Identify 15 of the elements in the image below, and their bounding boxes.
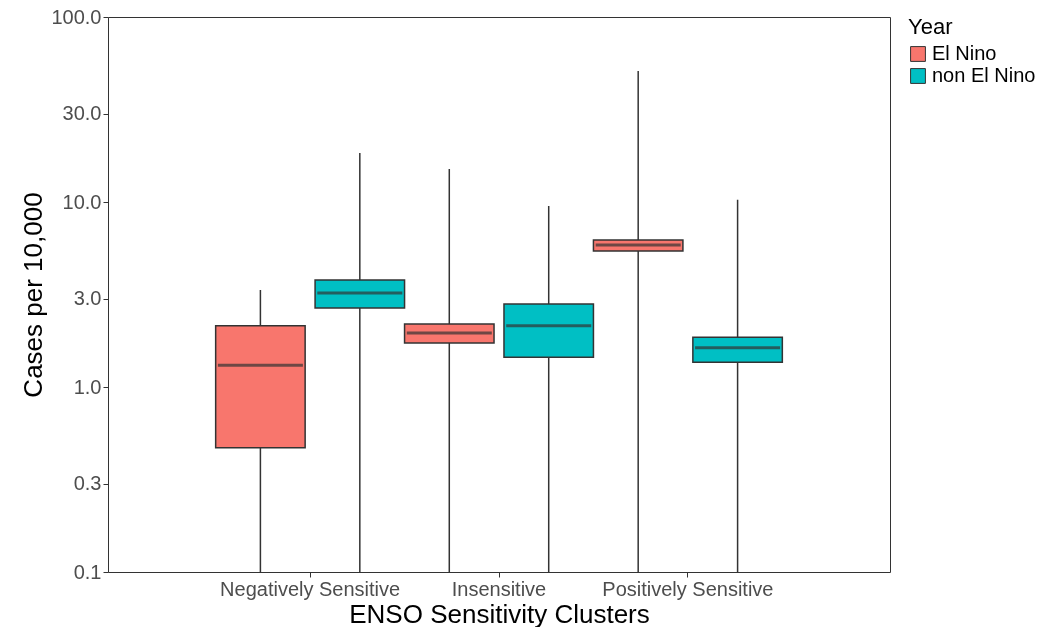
y-tick-label: 10.0 xyxy=(62,190,102,213)
y-tick-label: 100.0 xyxy=(51,5,102,28)
y-tick-label: 1.0 xyxy=(73,375,102,398)
y-tick-label: 3.0 xyxy=(73,287,102,310)
x-tick-label: Insensitive xyxy=(451,577,547,600)
legend-label: El Nino xyxy=(932,42,997,64)
y-tick-label: 0.1 xyxy=(73,560,102,583)
y-axis-title: Cases per 10,000 xyxy=(18,192,49,398)
y-tick-label: 0.3 xyxy=(73,472,102,495)
legend-label: non El Nino xyxy=(932,64,1036,86)
y-tick-label: 30.0 xyxy=(62,102,102,125)
x-tick-label: Positively Sensitive xyxy=(602,577,774,600)
legend-title: Year xyxy=(908,14,953,39)
x-tick-label: Negatively Sensitive xyxy=(220,577,401,600)
x-axis-title: ENSO Sensitivity Clusters xyxy=(349,598,650,627)
